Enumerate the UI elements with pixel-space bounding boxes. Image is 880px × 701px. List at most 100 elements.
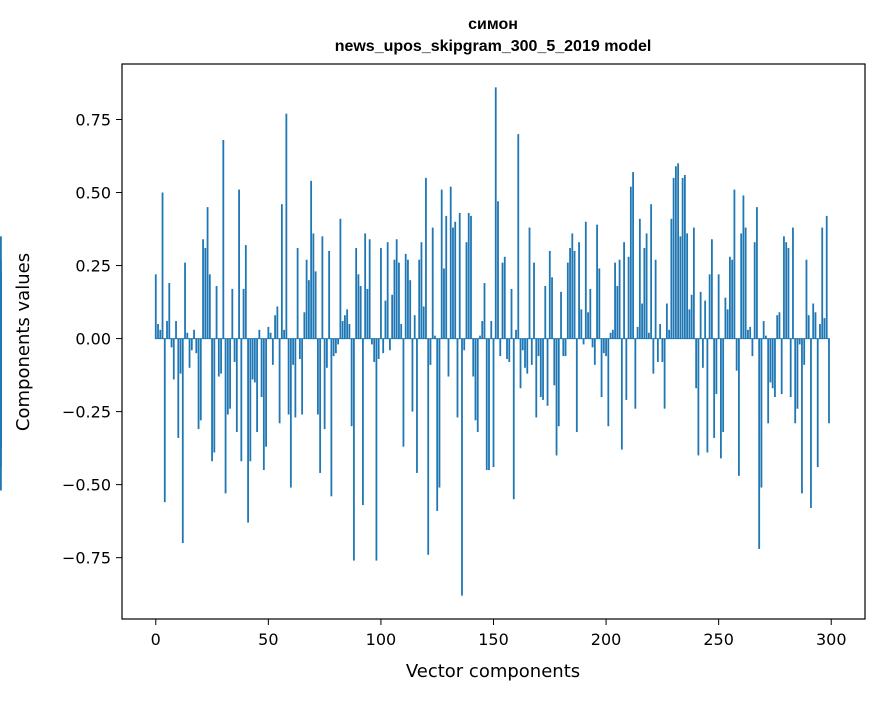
bar [632, 172, 634, 339]
bar [269, 332, 272, 339]
bar [310, 180, 313, 339]
bar [598, 268, 601, 339]
bar [193, 329, 195, 339]
bar [571, 233, 574, 339]
bar [796, 338, 799, 409]
bar [386, 242, 389, 339]
bar [589, 288, 592, 339]
bar [452, 227, 454, 339]
bar [362, 338, 364, 506]
bar [690, 294, 693, 339]
bar [708, 274, 711, 339]
bar [620, 338, 623, 450]
bar [382, 338, 385, 354]
bar [278, 338, 281, 424]
bar [314, 271, 317, 339]
bar [407, 259, 409, 339]
x-tick-label: 100 [366, 630, 397, 649]
bar [163, 338, 166, 503]
bar [602, 338, 605, 354]
y-axis: −0.75 −0.50 −0.25 0.00 0.25 0.50 0.75 [62, 111, 122, 568]
bar [447, 338, 450, 377]
bar [787, 248, 790, 339]
bar [389, 338, 391, 351]
bar [353, 338, 355, 561]
bar [738, 338, 740, 476]
bar [686, 233, 689, 339]
bar [404, 253, 407, 339]
bar [564, 338, 567, 357]
bar [542, 338, 544, 400]
bar [794, 338, 797, 424]
bar [296, 248, 299, 339]
bar [735, 338, 738, 371]
bar [307, 280, 310, 339]
bar [798, 338, 801, 345]
bar [186, 332, 189, 339]
bar [634, 338, 637, 409]
bar [312, 233, 315, 339]
bar [499, 338, 502, 357]
bar [591, 338, 594, 348]
bar [337, 338, 340, 345]
bar [229, 338, 231, 409]
bar [751, 338, 754, 357]
bar [238, 189, 240, 339]
bar [706, 338, 709, 453]
bar [159, 329, 162, 339]
bar [749, 326, 752, 339]
bar [697, 338, 700, 456]
bar [774, 338, 776, 397]
bar [325, 338, 328, 368]
bar [510, 288, 513, 339]
bar [488, 338, 490, 471]
bar [677, 163, 680, 339]
bar [503, 256, 506, 339]
bar [636, 326, 639, 339]
bar [202, 239, 204, 339]
bar [434, 335, 436, 339]
bar [692, 227, 695, 339]
bar [366, 288, 369, 339]
bar [625, 338, 628, 400]
bar [303, 312, 306, 339]
bar [661, 338, 664, 362]
bar [474, 338, 477, 421]
y-tick-label: −0.75 [62, 549, 111, 568]
bar [519, 338, 522, 389]
bar [472, 338, 475, 377]
bar [292, 338, 295, 365]
bar [756, 207, 758, 339]
bar [663, 338, 666, 409]
bar [492, 338, 495, 468]
bar [497, 201, 499, 339]
bar [231, 288, 234, 339]
x-tick-label: 300 [816, 630, 847, 649]
bar [429, 338, 432, 365]
bar [485, 338, 488, 471]
bar [605, 338, 607, 357]
bar [211, 338, 213, 462]
bar [427, 338, 430, 555]
bar [814, 312, 817, 339]
bar [344, 315, 346, 339]
bar [368, 239, 371, 339]
bar [357, 274, 360, 339]
bar [807, 315, 810, 339]
bar [461, 338, 463, 596]
bar [445, 215, 448, 339]
bar [224, 338, 227, 494]
bar [438, 338, 441, 488]
bar [244, 245, 247, 339]
bar [170, 338, 173, 348]
bar [431, 227, 434, 339]
bar [780, 338, 783, 395]
bar [179, 338, 182, 374]
bar [560, 291, 562, 339]
bar [350, 338, 353, 427]
x-tick-label: 200 [591, 630, 622, 649]
bar [458, 212, 461, 339]
bar [195, 338, 198, 354]
bar [285, 113, 288, 339]
